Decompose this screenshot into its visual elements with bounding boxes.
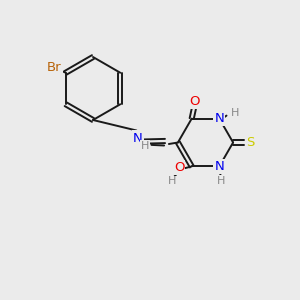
Text: S: S <box>246 136 254 149</box>
Text: O: O <box>189 95 199 108</box>
Text: H: H <box>168 176 177 186</box>
Text: N: N <box>214 112 224 125</box>
Text: H: H <box>231 108 239 118</box>
Text: O: O <box>174 161 184 174</box>
Text: H: H <box>217 176 225 186</box>
Text: N: N <box>214 160 224 173</box>
Text: N: N <box>133 131 143 145</box>
Text: H: H <box>141 140 149 151</box>
Text: Br: Br <box>47 61 62 74</box>
